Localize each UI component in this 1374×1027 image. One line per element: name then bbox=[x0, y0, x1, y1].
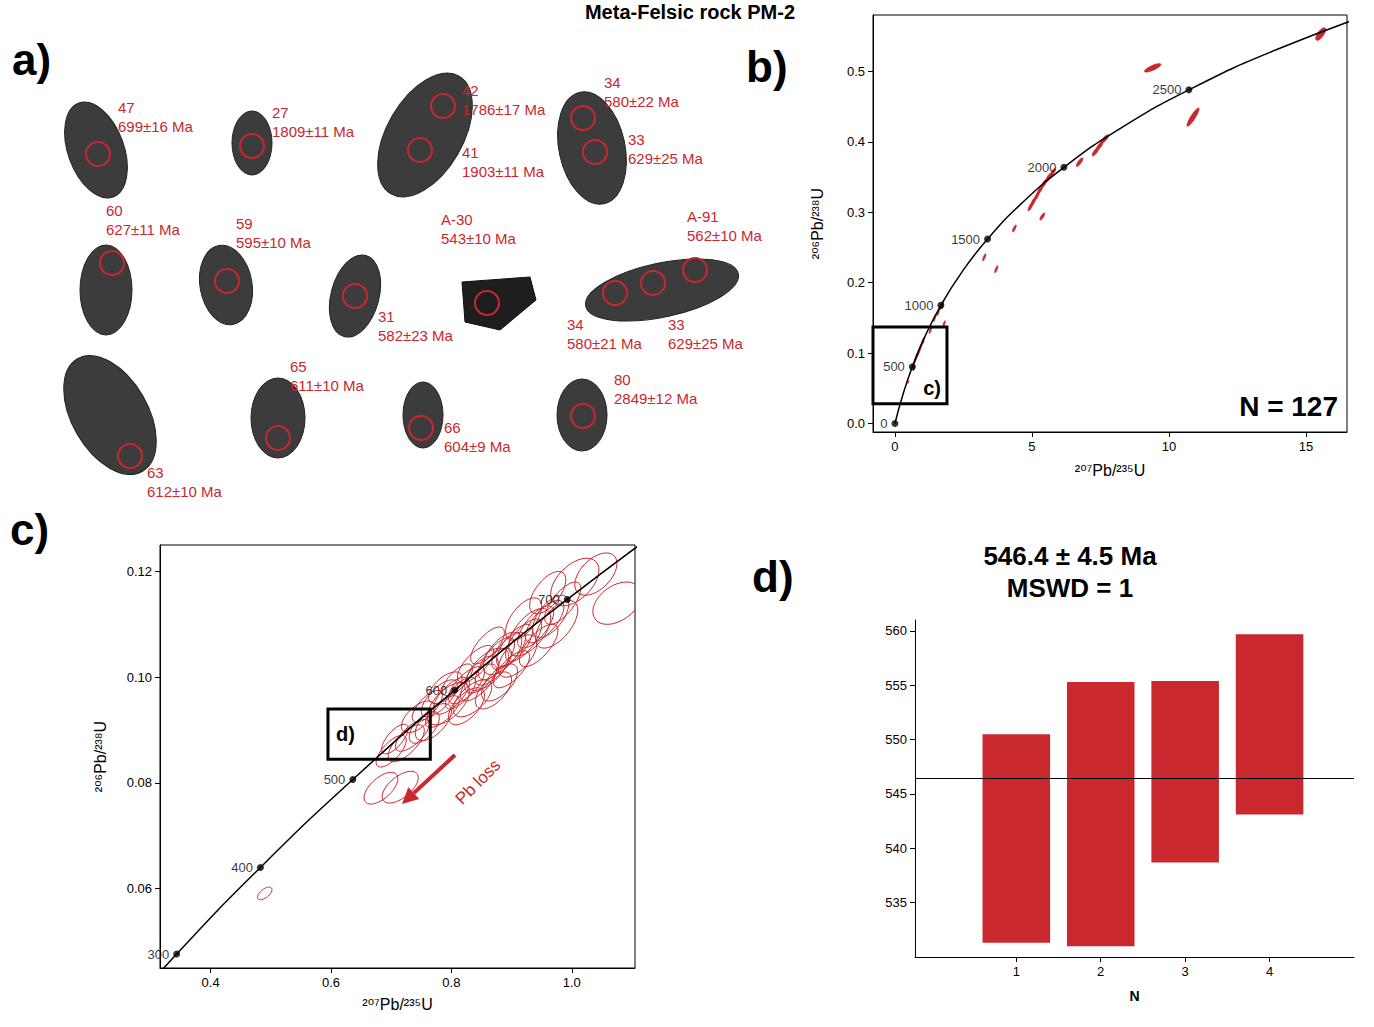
svg-text:1.0: 1.0 bbox=[563, 975, 581, 990]
svg-text:Pb loss: Pb loss bbox=[452, 756, 505, 809]
svg-text:1: 1 bbox=[1013, 964, 1020, 979]
svg-text:59: 59 bbox=[236, 215, 253, 232]
svg-text:0.08: 0.08 bbox=[127, 775, 152, 790]
svg-text:2000: 2000 bbox=[1028, 160, 1057, 175]
svg-text:535: 535 bbox=[885, 895, 907, 910]
svg-text:d): d) bbox=[336, 723, 355, 745]
svg-text:42: 42 bbox=[462, 82, 479, 99]
svg-text:555: 555 bbox=[885, 678, 907, 693]
svg-text:A-91: A-91 bbox=[687, 208, 719, 225]
svg-text:580±22 Ma: 580±22 Ma bbox=[604, 93, 680, 110]
svg-text:0.3: 0.3 bbox=[847, 205, 865, 220]
svg-text:0.8: 0.8 bbox=[442, 975, 460, 990]
svg-text:500: 500 bbox=[324, 772, 346, 787]
svg-text:400: 400 bbox=[231, 860, 253, 875]
svg-text:34: 34 bbox=[604, 74, 621, 91]
svg-text:33: 33 bbox=[668, 316, 685, 333]
svg-text:33: 33 bbox=[628, 131, 645, 148]
svg-text:31: 31 bbox=[378, 308, 395, 325]
svg-text:0.6: 0.6 bbox=[322, 975, 340, 990]
svg-text:4: 4 bbox=[1266, 964, 1273, 979]
svg-text:543±10 Ma: 543±10 Ma bbox=[441, 230, 517, 247]
svg-text:²⁰⁷Pb/²³⁵U: ²⁰⁷Pb/²³⁵U bbox=[1075, 462, 1145, 479]
svg-text:627±11 Ma: 627±11 Ma bbox=[106, 221, 180, 238]
svg-text:d): d) bbox=[752, 552, 794, 601]
svg-text:300: 300 bbox=[147, 947, 169, 962]
svg-text:546.4 ± 4.5 Ma: 546.4 ± 4.5 Ma bbox=[983, 541, 1157, 571]
svg-text:41: 41 bbox=[462, 144, 479, 161]
svg-text:699±16 Ma: 699±16 Ma bbox=[118, 118, 194, 135]
svg-text:600: 600 bbox=[426, 683, 448, 698]
svg-text:²⁰⁶Pb/²³⁸U: ²⁰⁶Pb/²³⁸U bbox=[809, 188, 826, 259]
svg-text:550: 550 bbox=[885, 732, 907, 747]
svg-text:34: 34 bbox=[567, 316, 584, 333]
svg-text:80: 80 bbox=[614, 371, 631, 388]
svg-text:1809±11 Ma: 1809±11 Ma bbox=[272, 123, 355, 140]
svg-text:Meta-Felsic rock PM-2: Meta-Felsic rock PM-2 bbox=[585, 1, 795, 23]
svg-text:700: 700 bbox=[538, 592, 560, 607]
svg-text:595±10 Ma: 595±10 Ma bbox=[236, 234, 312, 251]
svg-text:0.10: 0.10 bbox=[127, 670, 152, 685]
svg-text:63: 63 bbox=[147, 464, 164, 481]
svg-text:b): b) bbox=[746, 42, 788, 91]
svg-text:0.06: 0.06 bbox=[127, 881, 152, 896]
svg-text:47: 47 bbox=[118, 99, 135, 116]
svg-text:582±23 Ma: 582±23 Ma bbox=[378, 327, 454, 344]
svg-text:A-30: A-30 bbox=[441, 211, 473, 228]
svg-text:0: 0 bbox=[880, 416, 887, 431]
svg-text:560: 560 bbox=[885, 623, 907, 638]
svg-text:611±10 Ma: 611±10 Ma bbox=[290, 377, 364, 394]
svg-text:60: 60 bbox=[106, 202, 123, 219]
svg-text:629±25 Ma: 629±25 Ma bbox=[628, 150, 704, 167]
svg-text:562±10 Ma: 562±10 Ma bbox=[687, 227, 763, 244]
svg-text:580±21 Ma: 580±21 Ma bbox=[567, 335, 643, 352]
svg-text:10: 10 bbox=[1162, 439, 1176, 454]
svg-text:2500: 2500 bbox=[1152, 82, 1181, 97]
svg-text:1786±17 Ma: 1786±17 Ma bbox=[462, 101, 546, 118]
svg-text:²⁰⁶Pb/²³⁸U: ²⁰⁶Pb/²³⁸U bbox=[92, 721, 109, 792]
svg-text:0.4: 0.4 bbox=[847, 134, 865, 149]
svg-text:N = 127: N = 127 bbox=[1239, 391, 1338, 422]
svg-text:612±10 Ma: 612±10 Ma bbox=[147, 483, 223, 500]
svg-text:27: 27 bbox=[272, 104, 289, 121]
svg-text:1500: 1500 bbox=[951, 232, 980, 247]
svg-text:0.1: 0.1 bbox=[847, 346, 865, 361]
svg-text:2: 2 bbox=[1097, 964, 1104, 979]
svg-text:0.5: 0.5 bbox=[847, 64, 865, 79]
svg-text:15: 15 bbox=[1299, 439, 1313, 454]
svg-text:0.12: 0.12 bbox=[127, 564, 152, 579]
svg-text:²⁰⁷Pb/²³⁵U: ²⁰⁷Pb/²³⁵U bbox=[362, 996, 432, 1013]
svg-text:0.2: 0.2 bbox=[847, 275, 865, 290]
svg-text:0.0: 0.0 bbox=[847, 416, 865, 431]
svg-text:MSWD = 1: MSWD = 1 bbox=[1007, 573, 1133, 603]
svg-text:N: N bbox=[1129, 988, 1139, 1004]
svg-text:c): c) bbox=[10, 505, 49, 554]
svg-text:1903±11 Ma: 1903±11 Ma bbox=[462, 163, 545, 180]
svg-text:0.4: 0.4 bbox=[202, 975, 220, 990]
svg-text:66: 66 bbox=[444, 419, 461, 436]
svg-text:629±25 Ma: 629±25 Ma bbox=[668, 335, 744, 352]
svg-text:500: 500 bbox=[883, 359, 905, 374]
svg-text:0: 0 bbox=[891, 439, 898, 454]
svg-text:5: 5 bbox=[1028, 439, 1035, 454]
svg-text:545: 545 bbox=[885, 786, 907, 801]
svg-text:65: 65 bbox=[290, 358, 307, 375]
svg-text:a): a) bbox=[12, 35, 51, 84]
svg-text:604±9 Ma: 604±9 Ma bbox=[444, 438, 511, 455]
svg-text:3: 3 bbox=[1182, 964, 1189, 979]
svg-text:1000: 1000 bbox=[904, 298, 933, 313]
svg-text:c): c) bbox=[923, 377, 941, 399]
svg-text:2849±12 Ma: 2849±12 Ma bbox=[614, 390, 698, 407]
svg-text:540: 540 bbox=[885, 841, 907, 856]
